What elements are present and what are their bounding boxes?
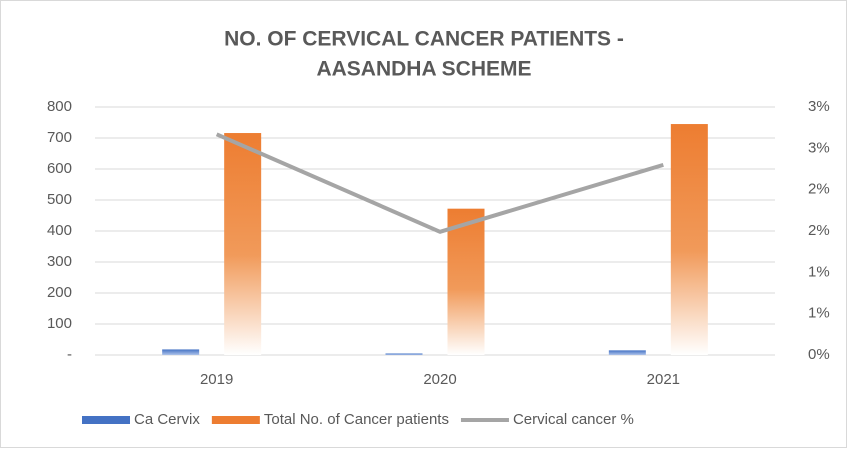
y2-tick-label: 1% xyxy=(808,263,830,280)
bar xyxy=(447,208,485,355)
bar xyxy=(224,133,262,355)
x-tick-label: 2020 xyxy=(423,371,456,388)
legend-swatch xyxy=(82,416,130,424)
y-tick-label: 400 xyxy=(47,222,72,239)
y2-tick-label: 1% xyxy=(808,305,830,322)
x-tick-label: 2021 xyxy=(647,371,680,388)
y2-tick-label: 2% xyxy=(808,181,830,198)
bar xyxy=(608,350,646,355)
y-tick-label: 500 xyxy=(47,191,72,208)
y2-tick-label: 0% xyxy=(808,346,830,363)
chart-title: AASANDHA SCHEME xyxy=(316,58,531,81)
y2-tick-label: 2% xyxy=(808,222,830,239)
y-tick-label: 100 xyxy=(47,315,72,332)
bar xyxy=(670,124,708,355)
legend-label: Ca Cervix xyxy=(134,411,200,428)
y-tick-label: - xyxy=(67,346,72,363)
y-tick-label: 300 xyxy=(47,253,72,270)
y2-tick-label: 3% xyxy=(808,98,830,115)
legend-label: Total No. of Cancer patients xyxy=(264,411,449,428)
legend-swatch xyxy=(211,416,260,424)
y-tick-label: 800 xyxy=(47,98,72,115)
y-tick-label: 200 xyxy=(47,284,72,301)
y2-tick-label: 3% xyxy=(808,139,830,156)
y-tick-label: 600 xyxy=(47,160,72,177)
line-series xyxy=(215,132,664,234)
legend-label: Cervical cancer % xyxy=(513,411,634,428)
bar xyxy=(385,353,423,355)
y-tick-label: 700 xyxy=(47,129,72,146)
bar xyxy=(162,349,200,355)
x-tick-label: 2019 xyxy=(200,371,233,388)
chart-title: NO. OF CERVICAL CANCER PATIENTS - xyxy=(224,28,624,51)
